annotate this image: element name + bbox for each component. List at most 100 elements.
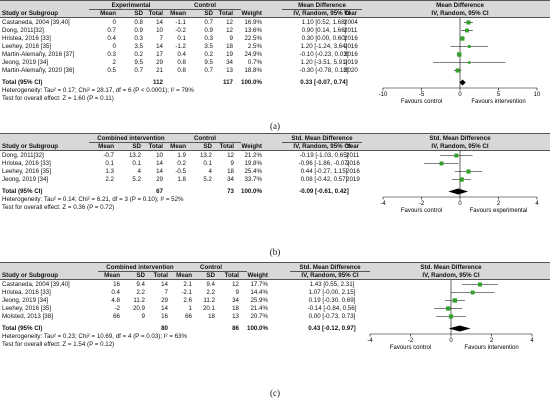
plot-subtitle: IV, Random, 95% CI xyxy=(422,272,480,279)
x-tick-label: 4 xyxy=(530,338,534,344)
header-rule-top xyxy=(0,133,550,134)
forest-plot-panel-b: Combined intervention Control Std. Mean Di… xyxy=(0,133,550,257)
study-marker xyxy=(448,314,454,319)
col-weight-header: Weight xyxy=(241,10,262,17)
study-name: Martin-Alemañy, 2016 [37] xyxy=(2,51,75,58)
cell-total2: 12 xyxy=(226,19,233,26)
study-name: Hristea, 2016 [33] xyxy=(2,289,51,296)
cell-sd2: 20.1 xyxy=(202,305,215,312)
study-name: Jeong, 2019 [34] xyxy=(2,176,49,183)
heterogeneity-text: Heterogeneity: Tau² = 0.23; Chi² = 10.69… xyxy=(2,333,187,340)
total-label: Total (95% CI) xyxy=(2,325,43,332)
cell-mean1: 0 xyxy=(112,19,116,26)
cell-sd1: 0.9 xyxy=(134,27,143,34)
group1-underline xyxy=(89,141,173,143)
cell-ci: 0.44 [-0.27, 1.15] xyxy=(300,168,348,175)
cell-weight: 25.4% xyxy=(244,168,262,175)
study-marker xyxy=(460,36,465,41)
col-mean2-header: Mean xyxy=(170,143,186,150)
cell-weight: 13.6% xyxy=(244,27,262,34)
group1-underline xyxy=(98,270,182,272)
header-band xyxy=(0,262,550,279)
x-tick-label: -2 xyxy=(408,338,414,344)
cell-mean1: 4.8 xyxy=(111,297,120,304)
x-tick-label: 4 xyxy=(535,201,539,207)
cell-ci: 1.10 [0.52, 1.68] xyxy=(301,19,347,26)
study-name: Leehey, 2016 [35] xyxy=(2,43,52,50)
cell-year: 2016 xyxy=(346,160,360,167)
cell-sd1: 5.2 xyxy=(132,176,141,183)
header-rule-top xyxy=(0,0,550,1)
col-sd1-header: SD xyxy=(136,272,145,279)
col-study-header: Study or Subgroup xyxy=(2,272,59,279)
study-marker xyxy=(466,20,471,25)
pooled-diamond xyxy=(448,188,469,195)
study-name: Jeong, 2019 [34] xyxy=(2,297,49,304)
cell-weight: 24.9% xyxy=(244,51,262,58)
cell-mean2: 1.8 xyxy=(177,176,186,183)
cell-total2: 9 xyxy=(229,35,233,42)
cell-mean1: 1.3 xyxy=(105,168,114,175)
cell-weight: 21.2% xyxy=(244,152,262,159)
panel-caption: (b) xyxy=(269,247,281,257)
heterogeneity-text: Heterogeneity: Tau² = 0.14; Chi² = 6.21,… xyxy=(2,196,184,203)
effect-title: Std. Mean Difference xyxy=(299,264,361,271)
cell-ci: -0.14 [-0.84, 0.56] xyxy=(307,305,357,312)
cell-mean2: 1.9 xyxy=(177,152,186,159)
header-rule-bottom xyxy=(0,17,550,18)
x-tick-label: 5 xyxy=(497,92,501,98)
cell-year: 2019 xyxy=(346,176,360,183)
study-marker xyxy=(454,153,459,158)
cell-weight: 22.5% xyxy=(244,35,262,42)
col-sd1-header: SD xyxy=(134,10,143,17)
cell-year: 2016 xyxy=(344,43,358,50)
cell-weight: 14.4% xyxy=(250,289,268,296)
cell-ci: -0.30 [-0.78, 0.18] xyxy=(299,67,349,74)
cell-total2: 9 xyxy=(235,289,239,296)
total-n2: 117 xyxy=(223,79,233,86)
col-total1-header: Total xyxy=(148,143,163,150)
cell-sd1: 9 xyxy=(141,313,145,320)
cell-total2: 12 xyxy=(227,152,234,159)
study-marker xyxy=(467,45,471,48)
cell-weight: 20.7% xyxy=(250,313,268,320)
cell-ci: 1.43 [0.55, 2.31] xyxy=(309,281,355,288)
group2-title: Control xyxy=(194,135,216,142)
cell-total1: 16 xyxy=(161,313,168,320)
study-marker xyxy=(439,161,444,166)
cell-ci: 0.30 [0.00, 0.60] xyxy=(301,35,347,42)
study-marker xyxy=(459,177,464,182)
cell-year: 2011 xyxy=(346,152,360,159)
x-tick-label: -5 xyxy=(419,92,425,98)
cell-total1: 21 xyxy=(156,67,163,74)
cell-mean1: 0 xyxy=(112,43,116,50)
cell-mean2: -1.1 xyxy=(175,19,186,26)
forest-plot-svg: -4 -2 0 2 4 Favours control Favours interventi… xyxy=(367,280,534,351)
total-label: Total (95% CI) xyxy=(2,79,43,86)
cell-sd2: 9.5 xyxy=(204,59,213,66)
cell-mean2: -2.1 xyxy=(181,289,192,296)
total-ci: 0.33 [-0.07, 0.74] xyxy=(300,79,348,86)
effect-title: Std. Mean Difference xyxy=(291,135,353,142)
forest-plot-svg: -10 -5 0 5 10 Favours control Favours interven… xyxy=(379,18,541,105)
study-name: Leehey, 2016 [35] xyxy=(2,168,52,175)
study-name: Martin-Alemañy, 2020 [36] xyxy=(2,67,75,74)
col-sd2-header: SD xyxy=(204,10,213,17)
group1-title: Combined intervention xyxy=(106,264,174,271)
cell-weight: 21.4% xyxy=(250,305,268,312)
header-rule-bottom xyxy=(0,279,550,280)
cell-sd2: 5.2 xyxy=(203,176,212,183)
col-ci-header: IV, Random, 95% CI xyxy=(293,10,351,17)
cell-total2: 13 xyxy=(232,313,239,320)
cell-total1: 14 xyxy=(156,160,163,167)
cell-sd1: 11.2 xyxy=(133,297,145,304)
forest-plot-panel-a: Experimental Control Mean Difference Study … xyxy=(0,0,550,131)
cell-weight: 33.7% xyxy=(244,176,262,183)
cell-sd1: 13.2 xyxy=(128,152,141,159)
x-tick-label: 10 xyxy=(534,92,541,98)
cell-sd2: 0.9 xyxy=(204,27,213,34)
cell-total2: 18 xyxy=(232,305,239,312)
cell-mean2: 0.8 xyxy=(177,67,186,74)
cell-sd1: 9.4 xyxy=(136,281,145,288)
overall-effect-text: Test for overall effect: Z = 1.54 (P = 0… xyxy=(2,341,115,348)
